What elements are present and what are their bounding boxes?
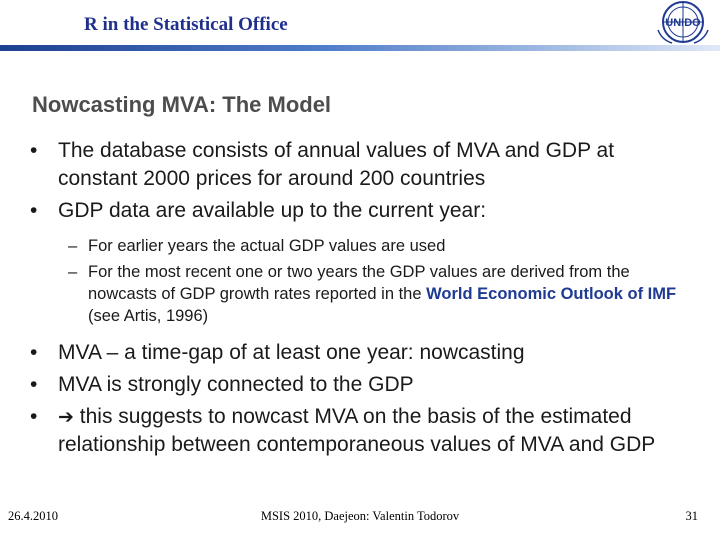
right-arrow-icon: ➔ — [58, 406, 74, 428]
logo-text: UNIDO — [665, 17, 701, 29]
footer-date: 26.4.2010 — [8, 509, 58, 523]
sub-bullet-item: – For earlier years the actual GDP value… — [30, 235, 690, 257]
unido-logo: UNIDO — [657, 1, 709, 44]
header-rule — [0, 45, 720, 51]
bullet-dot: • — [30, 405, 38, 428]
bullet-text: MVA – a time-gap of at least one year: n… — [58, 341, 525, 364]
bullet-list: • The database consists of annual values… — [30, 137, 690, 459]
sub-bullet-dash: – — [68, 237, 78, 255]
bullet-item: • MVA – a time-gap of at least one year:… — [30, 339, 690, 367]
footer-page-number: 31 — [685, 509, 699, 523]
sub-bullet-text: For the most recent one or two years the… — [88, 263, 630, 303]
bullet-text: The database consists of annual values o… — [58, 139, 615, 190]
sub-bullet-text-tail: (see Artis, 1996) — [88, 307, 209, 325]
bullet-dot: • — [30, 341, 38, 364]
bullet-text: MVA is strongly connected to the GDP — [58, 373, 414, 396]
bullet-dot: • — [30, 373, 38, 396]
bullet-item: • ➔ this suggests to nowcast MVA on the … — [30, 403, 690, 459]
bullet-item: • The database consists of annual values… — [30, 137, 690, 193]
bullet-text: this suggests to nowcast MVA on the basi… — [58, 405, 656, 456]
bullet-dot: • — [30, 139, 38, 162]
sub-bullet-item: – For the most recent one or two years t… — [30, 261, 690, 327]
sub-bullet-dash: – — [68, 263, 78, 281]
bullet-item: • GDP data are available up to the curre… — [30, 197, 690, 225]
slide-title: Nowcasting MVA: The Model — [32, 92, 332, 117]
bullet-item: • MVA is strongly connected to the GDP — [30, 371, 690, 399]
world-economic-outlook-highlight: World Economic Outlook of IMF — [426, 285, 677, 303]
bullet-dot: • — [30, 199, 38, 222]
footer-conference: MSIS 2010, Daejeon: Valentin Todorov — [260, 509, 460, 523]
header-title: R in the Statistical Office — [84, 14, 288, 35]
bullet-text: GDP data are available up to the current… — [58, 199, 487, 222]
sub-bullet-text: For earlier years the actual GDP values … — [88, 237, 446, 255]
